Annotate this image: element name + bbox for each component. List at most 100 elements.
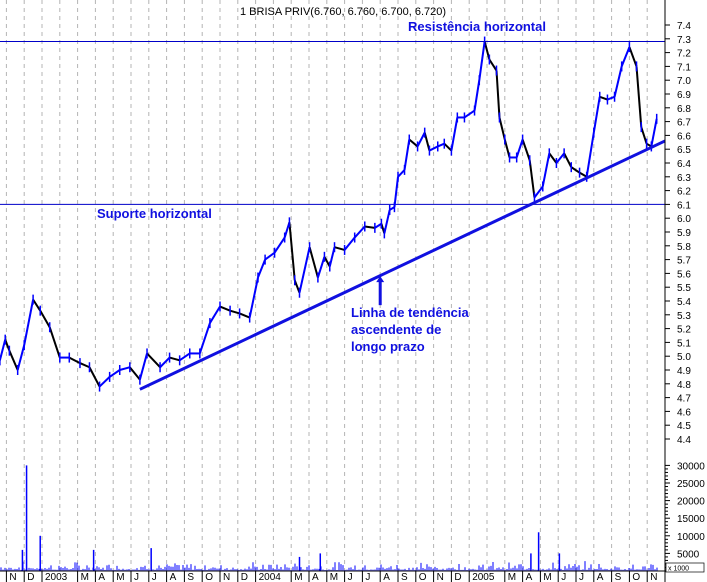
price-segment xyxy=(570,166,581,174)
price-tick-label: 6.0 xyxy=(677,214,691,225)
price-segment xyxy=(408,138,419,148)
price-segment xyxy=(521,139,531,161)
month-label: A xyxy=(383,572,390,582)
month-label: N xyxy=(650,572,657,582)
price-tick-label: 5.7 xyxy=(677,256,691,267)
month-label: S xyxy=(401,572,408,582)
price-tick-label: 7.0 xyxy=(677,76,691,87)
price-segment xyxy=(98,376,111,388)
price-segment xyxy=(555,152,565,164)
price-segment xyxy=(495,70,501,118)
price-segment xyxy=(23,299,35,346)
volume-bars xyxy=(0,465,658,571)
price-segment xyxy=(443,142,453,152)
price-tick-label: 6.2 xyxy=(677,187,691,198)
price-segment xyxy=(119,366,131,371)
price-tick-label: 6.4 xyxy=(677,159,691,170)
volume-tick-label: 10000 xyxy=(677,532,705,543)
price-tick-label: 6.8 xyxy=(677,104,691,115)
month-label: N xyxy=(9,572,16,582)
price-segment xyxy=(450,117,459,151)
month-label: O xyxy=(632,572,640,582)
price-tick-label: 5.9 xyxy=(677,228,691,239)
month-label: 2005 xyxy=(472,572,495,582)
price-segment xyxy=(179,352,191,362)
month-label: S xyxy=(615,572,622,582)
price-tick-label: 5.8 xyxy=(677,242,691,253)
price-tick-label: 4.7 xyxy=(677,394,691,405)
price-tick-label: 7.3 xyxy=(677,35,691,46)
price-tick-label: 6.6 xyxy=(677,131,691,142)
price-segment xyxy=(316,256,326,278)
month-label: D xyxy=(241,572,248,582)
grid-lines xyxy=(5,0,648,571)
price-segment xyxy=(498,117,506,140)
price-tick-label: 6.5 xyxy=(677,145,691,156)
price-segment xyxy=(79,362,90,369)
trendline-label-2: ascendente de xyxy=(351,322,441,337)
price-segment xyxy=(416,132,426,147)
price-segment xyxy=(397,169,406,178)
price-tick-label: 4.4 xyxy=(677,435,691,446)
price-segment xyxy=(533,185,544,199)
price-segment xyxy=(541,153,551,187)
month-label: 2003 xyxy=(45,572,68,582)
price-tick-label: 5.0 xyxy=(677,352,691,363)
price-segment xyxy=(563,152,573,168)
price-segment xyxy=(478,41,486,81)
price-segment xyxy=(129,366,141,381)
trendline-label-1: Linha de tendência xyxy=(351,305,470,320)
month-label: J xyxy=(365,572,370,582)
month-label: O xyxy=(205,572,213,582)
price-segment xyxy=(429,145,439,152)
price-segment xyxy=(273,236,286,254)
price-series xyxy=(0,36,658,392)
price-tick-label: 4.8 xyxy=(677,380,691,391)
month-label: A xyxy=(170,572,177,582)
price-segment xyxy=(640,126,648,144)
price-segment xyxy=(374,222,382,229)
month-label: M xyxy=(116,572,124,582)
price-segment xyxy=(229,309,240,315)
price-segment xyxy=(138,353,148,380)
price-segment xyxy=(293,279,301,294)
price-segment xyxy=(423,132,431,151)
price-segment xyxy=(528,160,536,198)
price-tick-label: 5.1 xyxy=(677,338,691,349)
chart-title: 1 BRISA PRIV(6.760, 6.760, 6.700, 6.720) xyxy=(240,6,446,18)
price-segment xyxy=(288,222,296,281)
price-segment xyxy=(473,80,481,111)
month-label: D xyxy=(454,572,461,582)
price-segment xyxy=(650,118,658,147)
price-tick-label: 4.9 xyxy=(677,366,691,377)
price-tick-label: 4.6 xyxy=(677,407,691,418)
month-label: J xyxy=(579,572,584,582)
trendline-label-3: longo prazo xyxy=(351,339,425,354)
month-label: A xyxy=(98,572,105,582)
volume-unit-box xyxy=(665,562,705,573)
price-segment xyxy=(169,356,180,362)
price-segment xyxy=(198,322,211,354)
price-segment xyxy=(32,299,42,312)
price-segment xyxy=(483,41,491,60)
month-label: N xyxy=(223,572,230,582)
month-label: J xyxy=(561,572,566,582)
month-label: S xyxy=(187,572,194,582)
volume-tick-label: 5000 xyxy=(677,549,700,560)
price-segment xyxy=(515,139,524,158)
price-segment xyxy=(585,132,595,177)
price-segment xyxy=(239,312,251,319)
price-segment xyxy=(39,310,51,328)
price-tick-label: 6.1 xyxy=(677,200,691,211)
price-segment xyxy=(599,95,608,101)
price-segment xyxy=(328,246,336,267)
price-tick-label: 6.7 xyxy=(677,118,691,129)
price-segment xyxy=(488,58,498,72)
month-label: J xyxy=(348,572,353,582)
price-tick-label: 7.2 xyxy=(677,49,691,60)
price-segment xyxy=(48,326,61,358)
volume-tick-label: 20000 xyxy=(677,497,705,508)
price-segment xyxy=(548,152,558,164)
price-segment xyxy=(393,176,399,208)
